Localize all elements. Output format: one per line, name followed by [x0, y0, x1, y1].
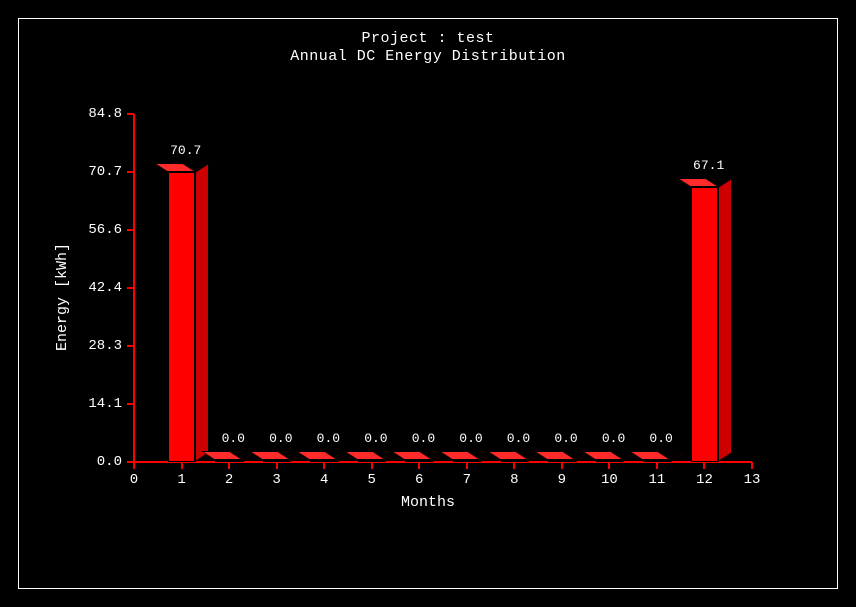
- x-tick: [181, 462, 183, 469]
- bar-value-label: 0.0: [412, 431, 435, 446]
- x-tick: [133, 462, 135, 469]
- bar-top: [582, 451, 624, 460]
- bar-top: [201, 451, 243, 460]
- bar-value-label: 0.0: [459, 431, 482, 446]
- bar: [405, 460, 433, 462]
- x-tick-label: 0: [130, 472, 138, 488]
- x-tick-label: 11: [649, 472, 666, 488]
- plot-area: 0.014.128.342.456.670.784.80123456789101…: [134, 114, 752, 462]
- bar-value-label: 70.7: [170, 143, 201, 158]
- x-tick-label: 4: [320, 472, 328, 488]
- y-tick-label: 56.6: [72, 222, 122, 238]
- bar-top: [391, 451, 433, 460]
- y-tick: [127, 403, 134, 405]
- bar: [453, 460, 481, 462]
- y-tick: [127, 345, 134, 347]
- bar: [215, 460, 243, 462]
- x-tick-label: 1: [177, 472, 185, 488]
- bar: [168, 172, 196, 462]
- y-axis-label: Energy [kWh]: [54, 243, 71, 351]
- x-tick-label: 5: [367, 472, 375, 488]
- bar-value-label: 0.0: [222, 431, 245, 446]
- bar-top: [344, 451, 386, 460]
- bar-value-label: 0.0: [554, 431, 577, 446]
- y-tick-label: 0.0: [72, 454, 122, 470]
- bar: [643, 460, 671, 462]
- bar-value-label: 0.0: [602, 431, 625, 446]
- y-tick: [127, 229, 134, 231]
- bar-side: [718, 178, 732, 462]
- bar-value-label: 0.0: [317, 431, 340, 446]
- bar-value-label: 0.0: [507, 431, 530, 446]
- bar-top: [629, 451, 671, 460]
- y-tick-label: 14.1: [72, 396, 122, 412]
- bar-top: [534, 451, 576, 460]
- x-tick-label: 8: [510, 472, 518, 488]
- x-tick-label: 2: [225, 472, 233, 488]
- y-tick: [127, 287, 134, 289]
- x-tick-label: 3: [272, 472, 280, 488]
- bar-top: [487, 451, 529, 460]
- chart-title-line-1: Project : test: [0, 30, 856, 47]
- y-tick-label: 70.7: [72, 164, 122, 180]
- x-tick: [466, 462, 468, 469]
- bar-value-label: 0.0: [649, 431, 672, 446]
- x-tick-label: 9: [558, 472, 566, 488]
- x-axis-label: Months: [0, 494, 856, 511]
- chart-title-line-2: Annual DC Energy Distribution: [0, 48, 856, 65]
- x-tick: [323, 462, 325, 469]
- x-tick: [228, 462, 230, 469]
- x-tick-label: 7: [463, 472, 471, 488]
- y-tick: [127, 113, 134, 115]
- bar-top: [154, 163, 196, 172]
- x-tick: [371, 462, 373, 469]
- bar-top: [296, 451, 338, 460]
- bar: [358, 460, 386, 462]
- x-tick: [513, 462, 515, 469]
- bar: [691, 187, 719, 462]
- x-tick-label: 10: [601, 472, 618, 488]
- bar-top: [677, 178, 719, 187]
- x-tick-label: 12: [696, 472, 713, 488]
- x-tick: [276, 462, 278, 469]
- x-tick-label: 13: [744, 472, 761, 488]
- bar-top: [249, 451, 291, 460]
- bar-value-label: 0.0: [269, 431, 292, 446]
- x-tick: [418, 462, 420, 469]
- y-tick-label: 28.3: [72, 338, 122, 354]
- bar-value-label: 0.0: [364, 431, 387, 446]
- x-tick: [608, 462, 610, 469]
- bar: [596, 460, 624, 462]
- bar-value-label: 67.1: [693, 158, 724, 173]
- bar: [310, 460, 338, 462]
- x-tick: [561, 462, 563, 469]
- y-tick: [127, 171, 134, 173]
- y-tick-label: 42.4: [72, 280, 122, 296]
- bar: [501, 460, 529, 462]
- x-tick: [656, 462, 658, 469]
- bar: [263, 460, 291, 462]
- x-tick: [751, 462, 753, 469]
- bar-side: [195, 163, 209, 462]
- bar-top: [439, 451, 481, 460]
- bar: [548, 460, 576, 462]
- x-tick-label: 6: [415, 472, 423, 488]
- y-tick-label: 84.8: [72, 106, 122, 122]
- x-tick: [703, 462, 705, 469]
